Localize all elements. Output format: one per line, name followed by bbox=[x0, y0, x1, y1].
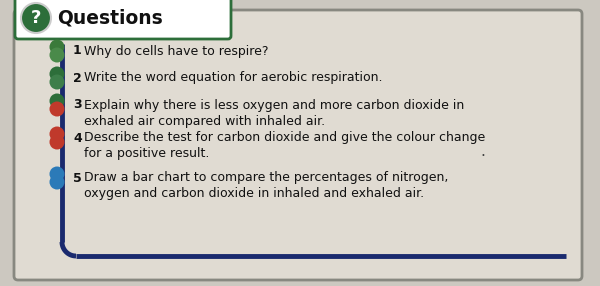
Text: Draw a bar chart to compare the percentages of nitrogen,: Draw a bar chart to compare the percenta… bbox=[84, 172, 448, 184]
Text: ?: ? bbox=[31, 9, 41, 27]
Circle shape bbox=[49, 174, 65, 190]
Text: .: . bbox=[480, 144, 485, 160]
Circle shape bbox=[49, 47, 65, 63]
Text: oxygen and carbon dioxide in inhaled and exhaled air.: oxygen and carbon dioxide in inhaled and… bbox=[84, 188, 424, 200]
Text: exhaled air compared with inhaled air.: exhaled air compared with inhaled air. bbox=[84, 114, 325, 128]
Text: 2: 2 bbox=[73, 72, 82, 84]
Text: Describe the test for carbon dioxide and give the colour change: Describe the test for carbon dioxide and… bbox=[84, 132, 485, 144]
Circle shape bbox=[21, 3, 51, 33]
Text: 5: 5 bbox=[73, 172, 82, 184]
Text: 3: 3 bbox=[73, 98, 82, 112]
Circle shape bbox=[49, 74, 65, 90]
FancyBboxPatch shape bbox=[14, 10, 582, 280]
Circle shape bbox=[49, 166, 65, 182]
Circle shape bbox=[49, 94, 65, 108]
Text: 1: 1 bbox=[73, 45, 82, 57]
Text: Questions: Questions bbox=[57, 9, 163, 27]
Circle shape bbox=[49, 134, 65, 150]
Circle shape bbox=[49, 126, 65, 142]
Text: Write the word equation for aerobic respiration.: Write the word equation for aerobic resp… bbox=[84, 72, 383, 84]
Circle shape bbox=[49, 67, 65, 82]
Text: Explain why there is less oxygen and more carbon dioxide in: Explain why there is less oxygen and mor… bbox=[84, 98, 464, 112]
FancyBboxPatch shape bbox=[15, 0, 231, 39]
Circle shape bbox=[49, 102, 65, 116]
Text: for a positive result.: for a positive result. bbox=[84, 148, 209, 160]
Circle shape bbox=[49, 39, 65, 55]
Text: 4: 4 bbox=[73, 132, 82, 144]
Text: Why do cells have to respire?: Why do cells have to respire? bbox=[84, 45, 269, 57]
